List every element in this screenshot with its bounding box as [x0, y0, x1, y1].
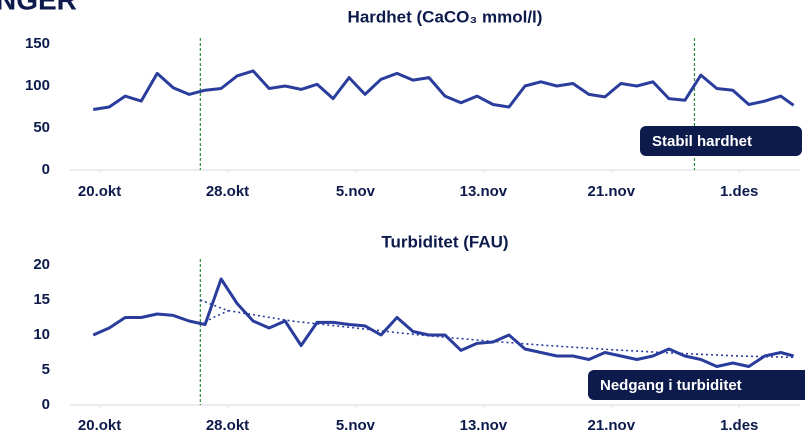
x-tick-label: 20.okt: [78, 183, 121, 200]
y-tick-label: 0: [42, 161, 50, 178]
data-line: [92, 69, 795, 111]
annotation-box: [588, 370, 805, 400]
x-tick-label: 21.nov: [588, 417, 636, 434]
x-tick-label: 13.nov: [460, 183, 508, 200]
y-tick-label: 100: [25, 77, 50, 94]
y-tick-label: 0: [42, 396, 50, 413]
y-tick-label: 150: [25, 35, 50, 52]
x-tick-label: 21.nov: [588, 183, 636, 200]
x-tick-label: 1.des: [720, 183, 758, 200]
y-tick-label: 5: [42, 361, 50, 378]
x-tick-label: 5.nov: [336, 417, 376, 434]
y-tick-label: 15: [33, 291, 50, 308]
x-tick-label: 20.okt: [78, 417, 121, 434]
y-tick-label: 10: [33, 326, 50, 343]
x-tick-label: 5.nov: [336, 183, 376, 200]
chart-title: Turbiditet (FAU): [381, 232, 508, 251]
header: NGER: [0, 0, 77, 15]
x-tick-label: 13.nov: [460, 417, 508, 434]
y-tick-label: 50: [33, 119, 50, 136]
trend-line: [199, 309, 232, 326]
y-tick-label: 20: [33, 256, 50, 273]
x-tick-label: 1.des: [720, 417, 758, 434]
annotation: Nedgang i turbiditet: [600, 377, 742, 394]
x-tick-label: 28.okt: [206, 417, 249, 434]
annotation: Stabil hardhet: [652, 133, 752, 150]
x-tick-label: 28.okt: [206, 183, 249, 200]
trend-line: [200, 299, 794, 359]
chart-title: Hardhet (CaCO₃ mmol/l): [348, 7, 543, 26]
annotation-box: [640, 126, 802, 156]
data-line: [92, 277, 794, 368]
